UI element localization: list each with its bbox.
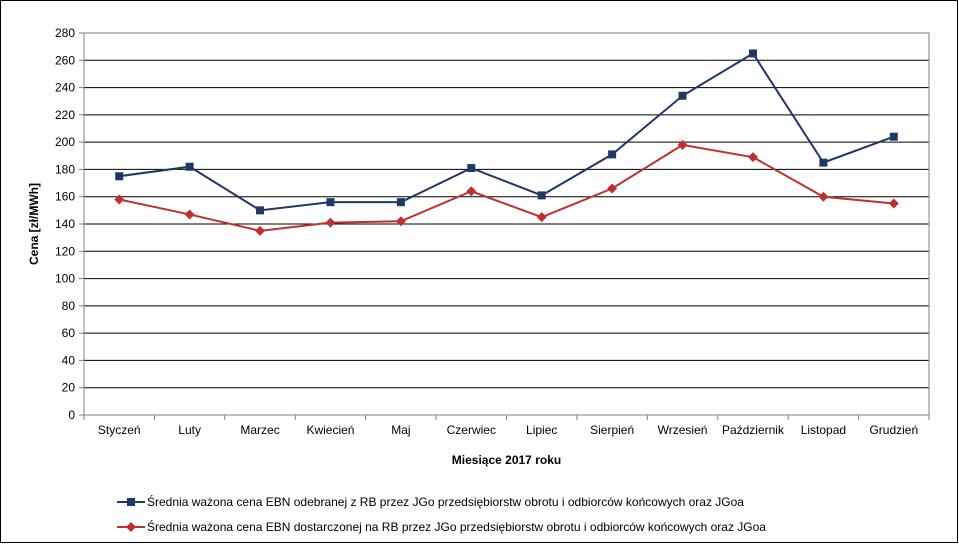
data-point <box>255 225 266 236</box>
data-point <box>114 194 125 205</box>
data-point <box>256 206 265 215</box>
x-tick-label: Marzec <box>240 423 279 437</box>
y-tick-label: 280 <box>55 26 75 40</box>
x-tick-label: Czerwiec <box>447 423 496 437</box>
data-point <box>888 198 899 209</box>
y-axis-ticks: 0 20 40 60 80 100 120 140 160 180 200 220 240 260 280 <box>55 26 84 422</box>
series-1 <box>115 49 898 215</box>
legend-marker <box>126 522 136 532</box>
x-tick-label: Listopad <box>801 423 846 437</box>
x-tick-label: Październik <box>722 423 785 437</box>
data-point <box>396 198 405 207</box>
y-tick-label: 200 <box>55 135 75 149</box>
y-axis-title: Cena [zł/MWh] <box>27 183 41 265</box>
y-tick-label: 160 <box>55 190 75 204</box>
series-lines <box>114 49 899 236</box>
y-tick-label: 260 <box>55 53 75 67</box>
y-tick-label: 120 <box>55 244 75 258</box>
data-point <box>608 150 617 159</box>
x-tick-label: Luty <box>178 423 201 437</box>
data-point <box>607 183 618 194</box>
legend-item-1: Średnia ważona cena EBN odebranej z RB p… <box>117 494 744 509</box>
x-axis-title: Miesiące 2017 roku <box>452 453 561 467</box>
data-point <box>818 191 829 202</box>
y-tick-label: 60 <box>62 326 76 340</box>
x-tick-label: Lipiec <box>526 423 557 437</box>
data-point <box>325 217 336 228</box>
data-point <box>819 158 828 167</box>
x-axis-ticks: Styczeń Luty Marzec Kwiecień Maj Czerwiec Lipi… <box>83 415 930 437</box>
data-point <box>115 172 124 181</box>
y-tick-label: 140 <box>55 217 75 231</box>
data-point <box>395 216 406 227</box>
x-tick-label: Wrzesień <box>658 423 708 437</box>
y-tick-label: 80 <box>62 299 76 313</box>
data-point <box>747 152 758 163</box>
series-line <box>119 52 895 212</box>
y-tick-label: 40 <box>62 353 76 367</box>
legend-label: Średnia ważona cena EBN odebranej z RB p… <box>147 494 744 509</box>
series-line <box>118 143 894 232</box>
data-point <box>536 212 547 223</box>
legend-label: Średnia ważona cena EBN dostarczonej na … <box>147 519 766 534</box>
y-tick-label: 180 <box>55 162 75 176</box>
data-point <box>184 209 195 220</box>
data-point <box>467 164 476 173</box>
x-tick-label: Maj <box>391 423 410 437</box>
data-point <box>677 139 688 150</box>
series-2 <box>114 139 899 236</box>
legend-item-2: Średnia ważona cena EBN dostarczonej na … <box>117 519 766 534</box>
data-point <box>537 191 546 200</box>
data-point <box>326 198 335 207</box>
x-tick-label: Sierpień <box>590 423 634 437</box>
y-tick-label: 20 <box>62 381 76 395</box>
x-tick-label: Styczeń <box>98 423 141 437</box>
y-tick-label: 240 <box>55 81 75 95</box>
y-tick-label: 0 <box>68 408 75 422</box>
data-point <box>466 186 477 197</box>
y-tick-label: 100 <box>55 272 75 286</box>
y-tick-label: 220 <box>55 108 75 122</box>
legend-marker <box>127 498 135 506</box>
data-point <box>889 132 898 141</box>
legend: Średnia ważona cena EBN odebranej z RB p… <box>117 494 766 534</box>
data-point <box>185 162 194 171</box>
x-tick-label: Grudzień <box>869 423 918 437</box>
x-tick-label: Kwiecień <box>306 423 354 437</box>
data-point <box>748 49 757 58</box>
data-point <box>678 91 687 100</box>
